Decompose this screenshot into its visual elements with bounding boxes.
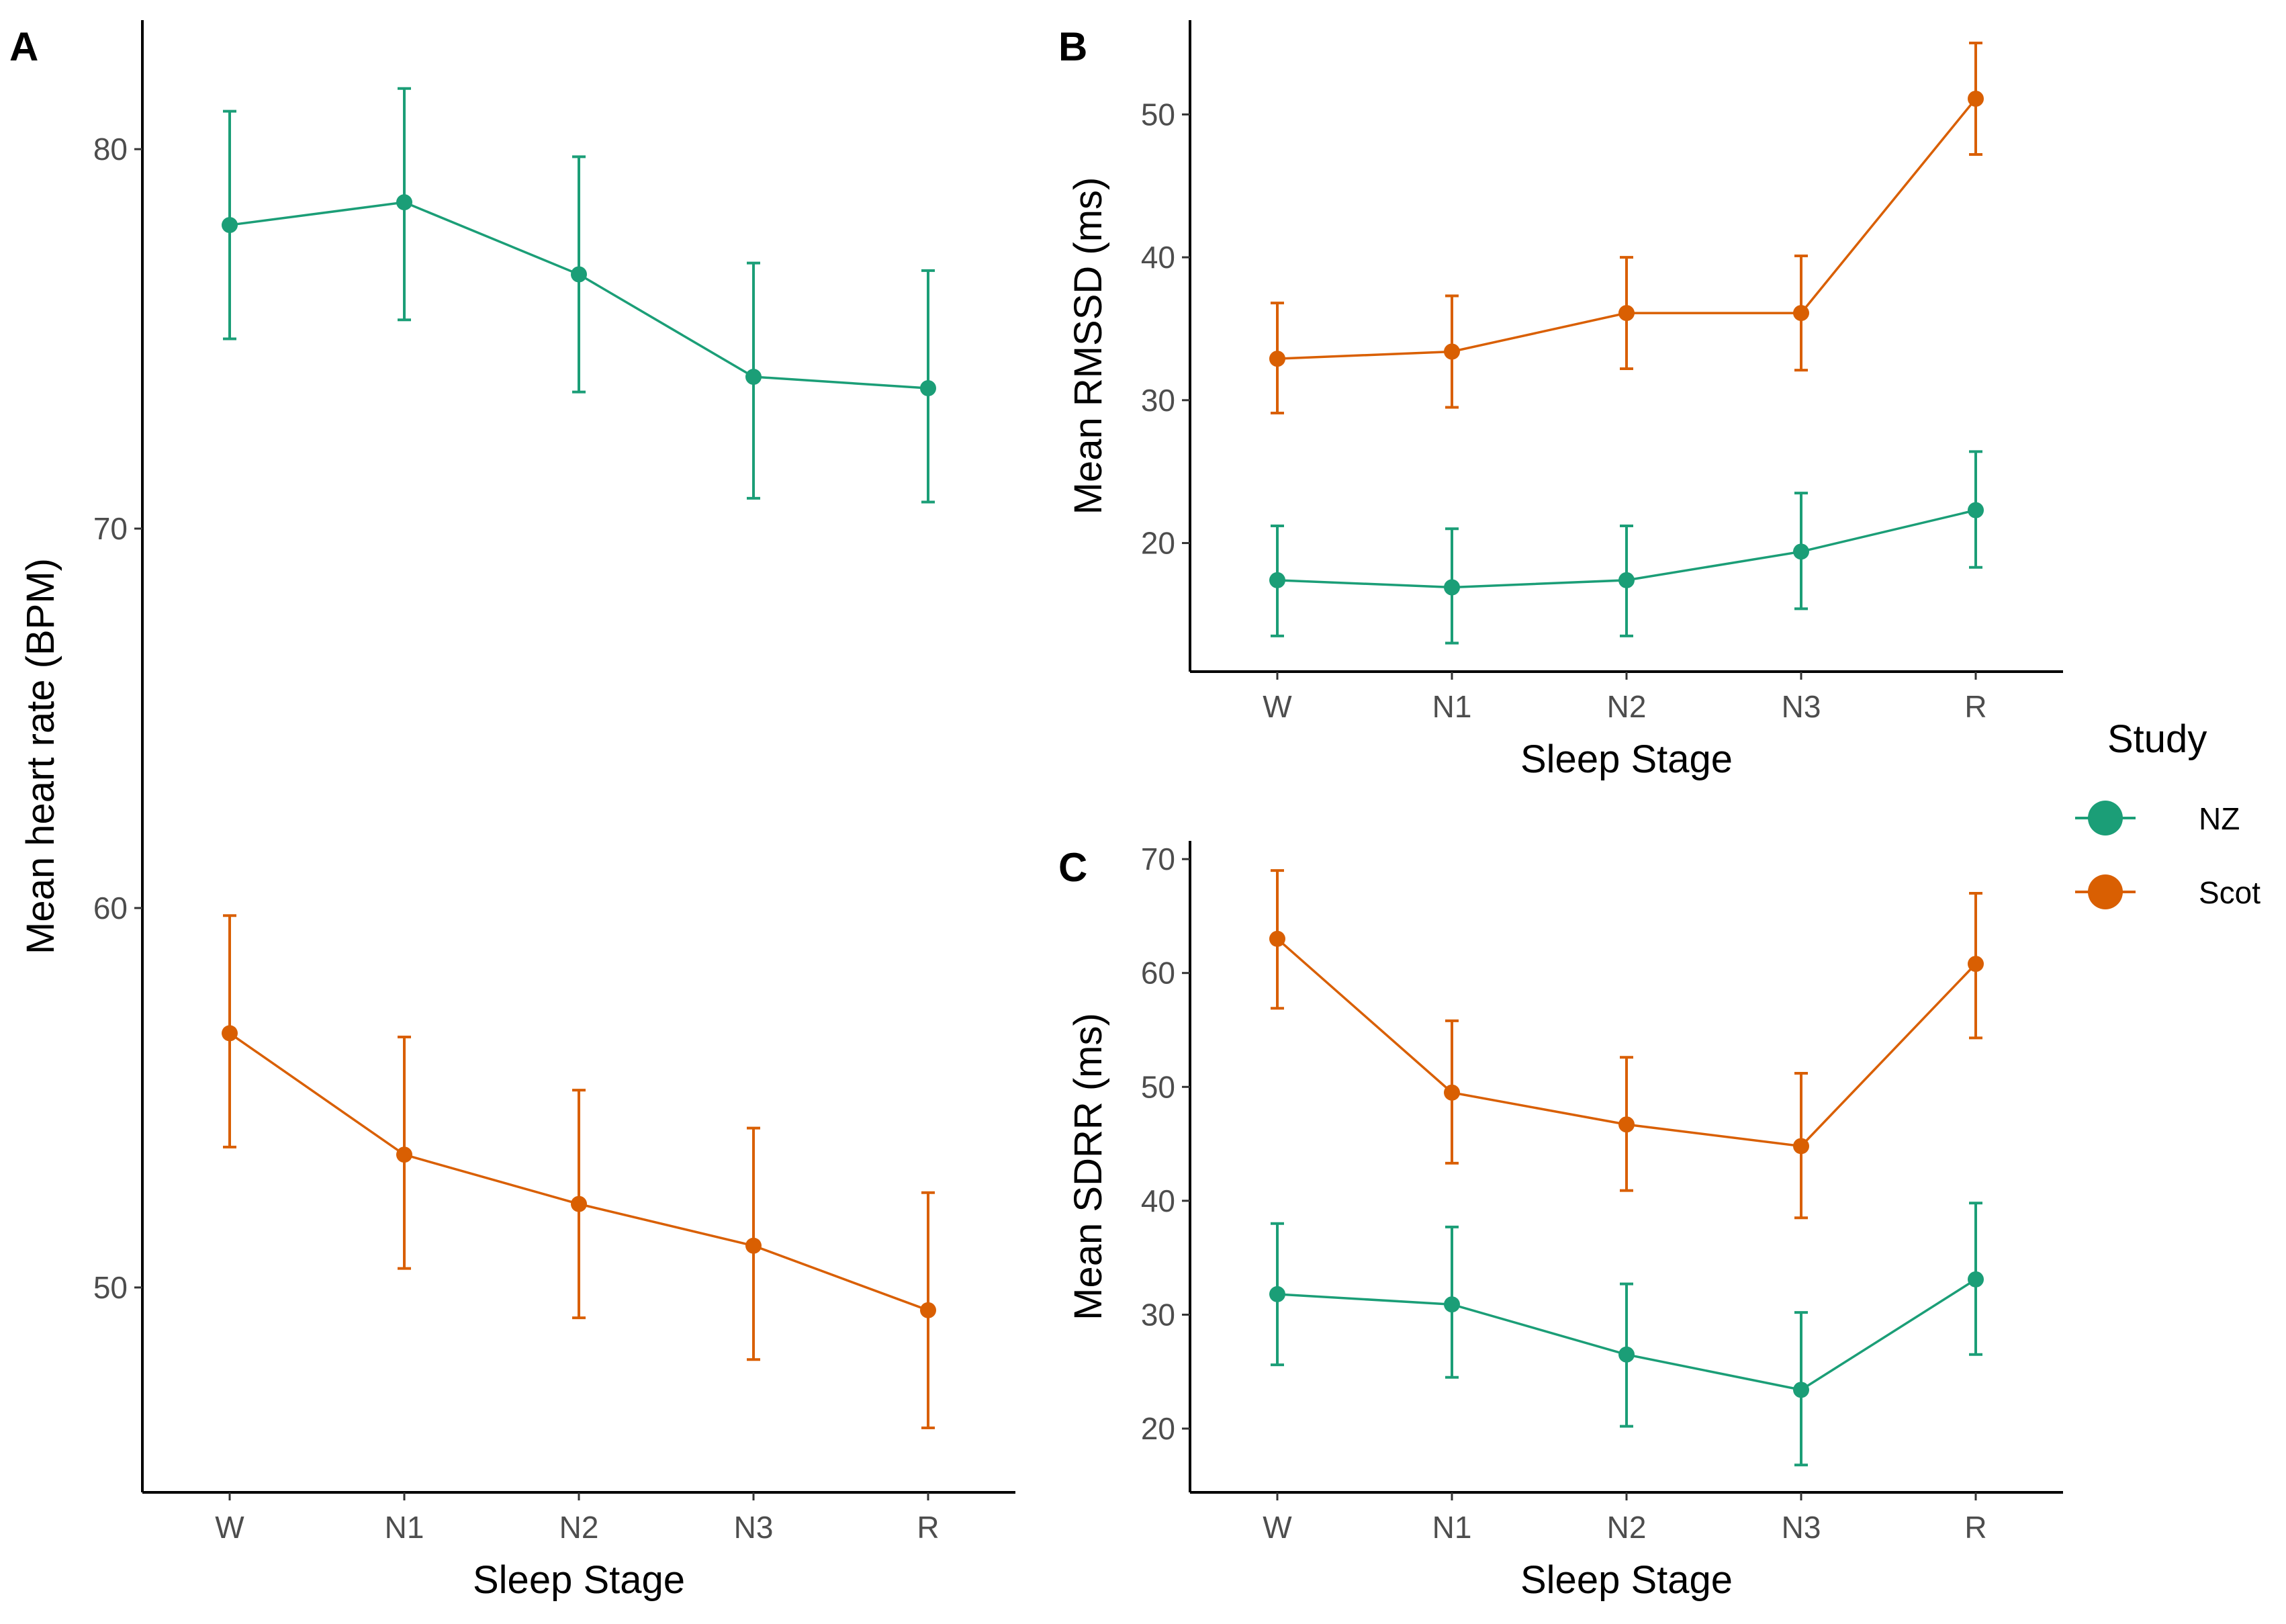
data-point-nz-n3	[1793, 543, 1809, 560]
y-tick-label: 70	[93, 511, 128, 546]
data-point-scot-r	[1968, 90, 1984, 107]
legend-title: Study	[2107, 717, 2207, 761]
x-axis-title: Sleep Stage	[473, 1558, 685, 1602]
legend: Study NZ Scot	[2075, 717, 2260, 910]
panel-a-heart-rate: 50 60 70 80 W N1 N2 N3 R Sleep Stage Mean heart ra…	[9, 20, 1015, 1602]
panel-b-rmssd: 20 30 40 50 W N1 N2 N3 R Sleep Stage Mean RMSSD (m…	[1058, 20, 2063, 781]
y-tick-label: 50	[93, 1270, 128, 1305]
x-axis-title: Sleep Stage	[1520, 737, 1733, 781]
data-point-nz-n2	[1618, 1346, 1635, 1363]
y-tick-label: 50	[1141, 1069, 1175, 1104]
x-tick-label: N3	[734, 1510, 774, 1545]
panel-letter: B	[1058, 24, 1087, 69]
x-tick-label: W	[1263, 689, 1292, 724]
y-tick-label: 40	[1141, 240, 1175, 275]
panel-letter: C	[1058, 845, 1087, 890]
y-tick-label: 50	[1141, 97, 1175, 132]
panel-letter: A	[9, 24, 38, 69]
data-point-scot-n1	[396, 1146, 412, 1163]
y-tick-label: 60	[93, 891, 128, 926]
data-point-scot-n3	[745, 1237, 762, 1254]
data-point-nz-w	[222, 217, 238, 234]
x-tick-label: N2	[1607, 689, 1647, 724]
series-scot	[1269, 42, 1984, 414]
x-tick-label: N3	[1782, 1510, 1821, 1545]
y-axis-title: Mean heart rate (BPM)	[19, 558, 62, 954]
y-axis-title: Mean RMSSD (ms)	[1066, 177, 1110, 515]
y-tick-label: 20	[1141, 1411, 1175, 1446]
data-point-scot-n1	[1444, 343, 1460, 360]
x-tick-label: N1	[1432, 1510, 1472, 1545]
x-tick-label: R	[917, 1510, 939, 1545]
data-point-scot-w	[1269, 351, 1285, 367]
y-tick-label: 40	[1141, 1183, 1175, 1218]
data-point-scot-n2	[1618, 1116, 1635, 1133]
data-point-nz-n2	[1618, 572, 1635, 588]
data-point-nz-r	[1968, 502, 1984, 518]
y-axis-title: Mean SDRR (ms)	[1066, 1013, 1110, 1320]
data-point-nz-r	[1968, 1271, 1984, 1288]
series-nz	[222, 87, 936, 504]
data-point-nz-w	[1269, 572, 1285, 588]
x-tick-label: N2	[1607, 1510, 1647, 1545]
x-tick-label: R	[1964, 689, 1986, 724]
data-point-nz-r	[920, 380, 936, 396]
x-tick-label: W	[215, 1510, 244, 1545]
data-point-scot-n2	[571, 1196, 587, 1212]
x-tick-label: N2	[559, 1510, 599, 1545]
data-point-scot-r	[920, 1302, 936, 1318]
data-point-scot-w	[1269, 930, 1285, 947]
data-point-scot-n1	[1444, 1084, 1460, 1101]
data-point-nz-w	[1269, 1285, 1285, 1302]
data-point-scot-n3	[1793, 1138, 1809, 1155]
y-tick-label: 80	[93, 132, 128, 167]
data-point-nz-n3	[745, 369, 762, 386]
panel-c-sdrr: 20 30 40 50 60 70 W N1 N2 N3 R Sleep Stage Mean SDRR…	[1058, 841, 2063, 1602]
data-point-nz-n1	[396, 194, 412, 211]
y-tick-label: 20	[1141, 526, 1175, 561]
series-nz	[1269, 1202, 1984, 1467]
data-point-nz-n3	[1793, 1382, 1809, 1398]
y-tick-label: 30	[1141, 1297, 1175, 1332]
legend-label-nz: NZ	[2199, 801, 2240, 836]
x-tick-label: N1	[385, 1510, 424, 1545]
y-tick-label: 60	[1141, 956, 1175, 991]
series-scot	[222, 914, 936, 1429]
legend-item-nz: NZ	[2075, 801, 2240, 836]
series-nz	[1269, 450, 1984, 645]
x-tick-label: N1	[1432, 689, 1472, 724]
legend-item-scot: Scot	[2075, 874, 2260, 910]
y-tick-label: 70	[1141, 842, 1175, 876]
x-tick-label: W	[1263, 1510, 1292, 1545]
data-point-scot-r	[1968, 956, 1984, 973]
x-axis-title: Sleep Stage	[1520, 1558, 1733, 1602]
data-point-nz-n2	[571, 266, 587, 283]
data-point-scot-n3	[1793, 305, 1809, 322]
y-tick-label: 30	[1141, 383, 1175, 418]
legend-label-scot: Scot	[2199, 875, 2260, 910]
x-tick-label: R	[1964, 1510, 1986, 1545]
legend-marker-scot	[2088, 874, 2123, 909]
x-tick-label: N3	[1782, 689, 1821, 724]
data-point-scot-n2	[1618, 305, 1635, 322]
data-point-nz-n1	[1444, 1296, 1460, 1313]
data-point-scot-w	[222, 1025, 238, 1042]
data-point-nz-n1	[1444, 579, 1460, 596]
legend-marker-nz	[2088, 801, 2123, 836]
series-scot	[1269, 869, 1984, 1220]
